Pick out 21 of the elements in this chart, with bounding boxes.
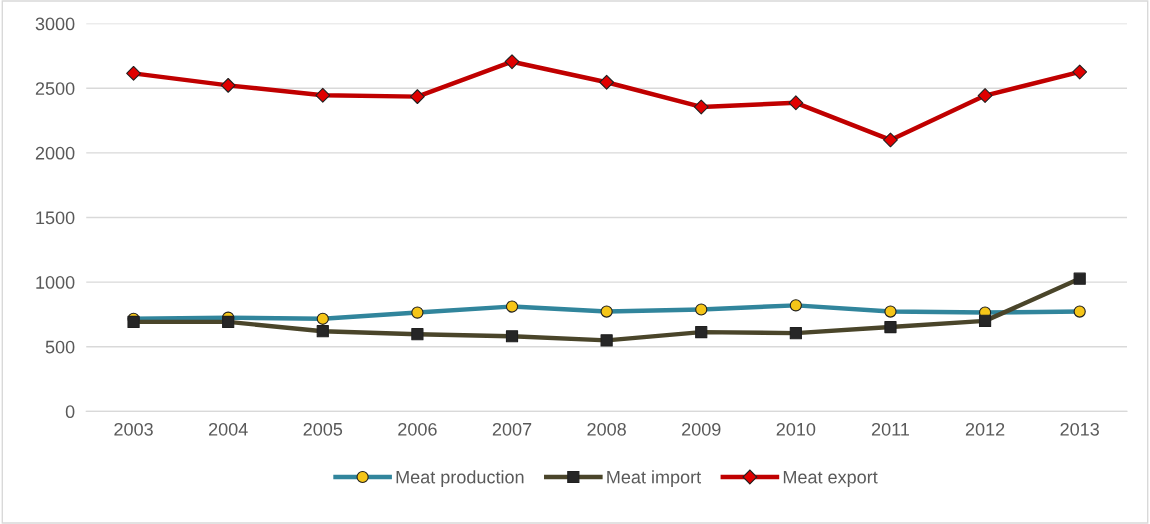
y-tick-label: 2000 <box>35 146 75 160</box>
legend-label: Meat production <box>396 470 524 488</box>
y-tick-label: 1000 <box>36 276 75 289</box>
x-tick-label: 2011 <box>871 422 909 436</box>
legend-label: Meat import <box>607 470 702 488</box>
x-tick-label: 2005 <box>303 422 343 436</box>
x-tick-label: 2009 <box>682 422 721 436</box>
y-tick-label: 1500 <box>36 211 75 225</box>
x-tick-label: 2010 <box>776 422 816 436</box>
x-tick-label: 2008 <box>587 422 626 436</box>
y-tick-label: 0 <box>65 405 75 419</box>
x-tick-label: 2003 <box>114 422 153 436</box>
x-tick-label: 2006 <box>398 422 437 436</box>
x-tick-label: 2004 <box>209 422 248 436</box>
x-tick-label: 2013 <box>1060 422 1099 436</box>
legend-label: Meat export <box>783 470 878 488</box>
x-tick-label: 2012 <box>965 422 1005 436</box>
y-tick-label: 2500 <box>35 82 75 95</box>
y-tick-label: 500 <box>45 340 75 354</box>
y-tick-label: 3000 <box>35 17 75 31</box>
x-tick-label: 2007 <box>492 422 532 436</box>
